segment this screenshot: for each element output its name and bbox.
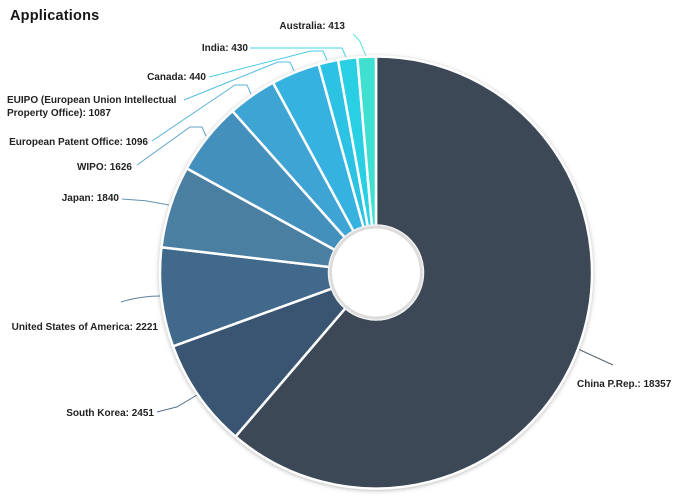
connector-european-patent-office [151, 84, 252, 142]
connector-south-korea [156, 394, 198, 413]
slice-label-china-p-rep: China P.Rep.: 18357 [577, 379, 672, 390]
pie-slice-australia[interactable] [356, 55, 378, 227]
slice-label-canada: Canada: 440 [147, 72, 206, 83]
connector-china-p-rep [577, 348, 614, 366]
slice-label-south-korea: South Korea: 2451 [66, 408, 154, 419]
donut-slices [158, 55, 594, 490]
pie-slice-united-states-of-america[interactable] [158, 246, 334, 348]
connector-japan [121, 198, 170, 206]
donut-center-hole [330, 226, 422, 319]
connector-india [250, 47, 347, 58]
connector-united-states-of-america [120, 295, 161, 303]
slice-label-india: India: 430 [201, 43, 248, 54]
label-connector-lines [120, 33, 614, 413]
connector-australia [352, 33, 367, 57]
slice-label-australia: Australia: 413 [279, 21, 345, 32]
slice-label-european-patent-office: European Patent Office: 1096 [9, 137, 148, 148]
slice-label-wipo: WIPO: 1626 [76, 162, 132, 173]
connector-canada [208, 50, 328, 78]
connector-wipo [136, 126, 207, 166]
slice-label-japan: Japan: 1840 [61, 193, 119, 204]
pie-slice-south-korea[interactable] [171, 287, 347, 438]
pie-slice-china-p-rep[interactable] [234, 55, 594, 490]
chart-title: Applications [10, 8, 100, 24]
slice-label-united-states-of-america: United States of America: 2221 [11, 322, 158, 333]
connector-euipo-european-union-intellectual-property-office [183, 61, 295, 101]
slice-label-euipo-european-union-intellectual-property-office: EUIPO (European Union Intellectual Prope… [7, 95, 177, 119]
